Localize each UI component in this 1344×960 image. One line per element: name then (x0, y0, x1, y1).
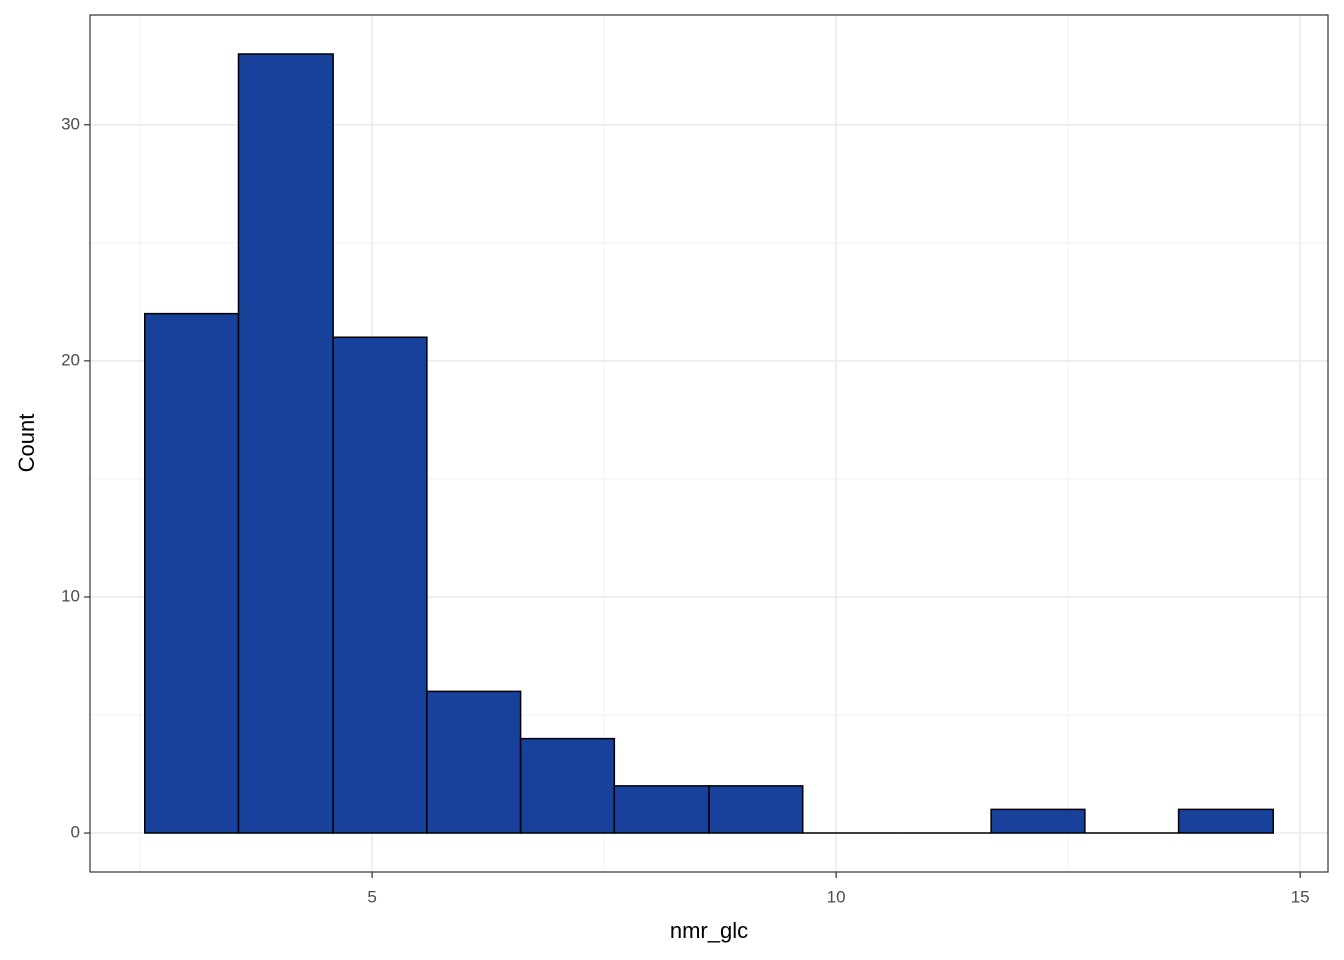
bar (990, 808, 1086, 834)
x-tick-label: 5 (367, 887, 376, 906)
x-tick-label: 10 (827, 887, 846, 906)
y-axis-title: Count (14, 414, 39, 473)
bar (613, 785, 710, 834)
y-tick-label: 30 (61, 114, 80, 133)
plot-border (89, 14, 1329, 873)
bar (144, 312, 240, 834)
x-axis-title: nmr_glc (670, 918, 748, 943)
y-tick-label: 0 (71, 823, 80, 842)
bar (1177, 808, 1274, 834)
x-tick-label: 15 (1291, 887, 1310, 906)
bar (332, 336, 428, 834)
y-tick-label: 20 (61, 350, 80, 369)
bar (237, 53, 334, 834)
bar (708, 785, 804, 834)
y-tick-label: 10 (61, 586, 80, 605)
bar (519, 737, 616, 834)
bar (426, 690, 522, 834)
